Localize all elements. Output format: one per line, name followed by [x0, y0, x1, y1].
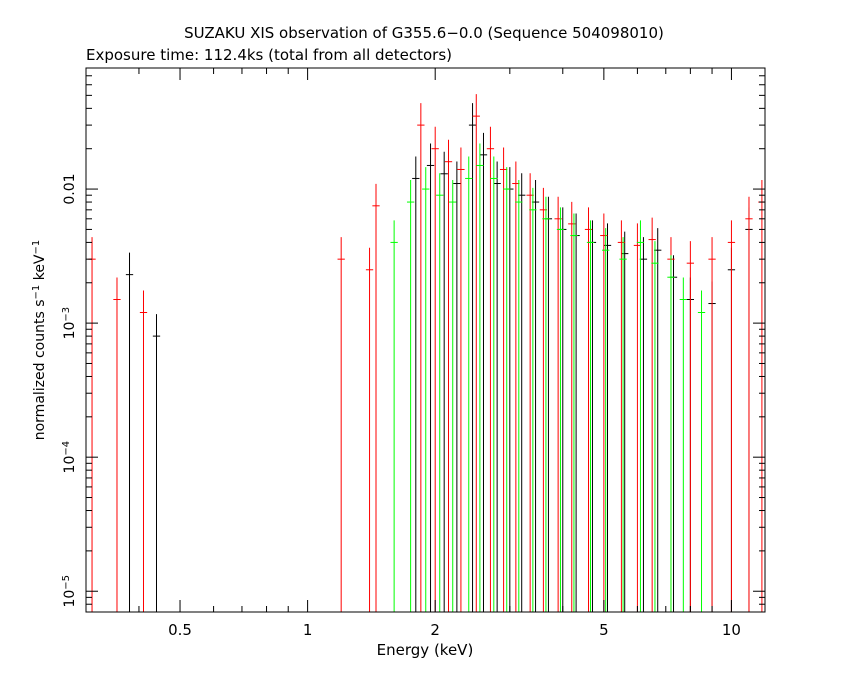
data-point [542, 196, 550, 612]
data-point [633, 223, 642, 612]
data-point [602, 228, 610, 612]
data-point [113, 277, 121, 612]
data-point [440, 151, 448, 612]
y-axis-label: normalized counts s−1 keV−1 [31, 240, 49, 441]
data-point [417, 103, 425, 612]
data-point [465, 156, 473, 612]
data-point [529, 187, 537, 612]
data-point [667, 255, 675, 612]
data-point [648, 217, 656, 612]
y-axis-label-exponent-s: −1 [31, 285, 42, 300]
y-tick-exponent: −5 [61, 575, 72, 590]
chart-title: SUZAKU XIS observation of G355.6−0.0 (Se… [184, 24, 664, 42]
data-point [337, 237, 345, 612]
y-axis-label-unit: keV [32, 254, 48, 285]
data-point [636, 220, 645, 612]
x-tick-label: 2 [430, 621, 440, 639]
data-point [758, 180, 766, 612]
data-point [708, 237, 716, 612]
data-point [603, 223, 612, 612]
data-point [152, 314, 161, 612]
data-point [556, 207, 565, 612]
data-point [499, 147, 508, 612]
data-point [88, 237, 96, 612]
data-point [422, 167, 430, 612]
x-tick-label: 10 [722, 621, 741, 639]
data-point [512, 161, 520, 612]
data-point [621, 231, 629, 612]
x-tick-label: 1 [303, 621, 313, 639]
data-point [697, 290, 706, 612]
data-point [588, 220, 597, 612]
data-point [503, 167, 511, 612]
data-point [486, 126, 495, 612]
data-point [431, 126, 439, 612]
data-point [490, 156, 498, 612]
y-tick-base: 10 [62, 322, 78, 340]
x-tick-label: 0.5 [168, 621, 192, 639]
data-point [679, 277, 687, 612]
data-point [619, 237, 627, 612]
data-point [617, 220, 626, 612]
data-point [449, 180, 457, 612]
data-point [436, 173, 444, 612]
y-tick-base: 10 [62, 590, 78, 608]
data-point [584, 207, 593, 612]
data-point [412, 156, 420, 612]
data-point [493, 161, 501, 612]
series-2 [390, 143, 706, 612]
y-tick-exponent: −3 [61, 307, 72, 322]
data-point [444, 139, 453, 612]
y-tick-label: 10−5 [61, 575, 79, 608]
plot-frame [85, 67, 766, 613]
data-point [506, 167, 514, 612]
y-tick-label: 10−3 [61, 307, 79, 340]
data-point [479, 132, 488, 612]
y-axis-label-main: normalized counts s [32, 299, 48, 440]
data-point [139, 290, 148, 612]
data-point [406, 180, 415, 612]
data-point [390, 220, 398, 612]
data-point [651, 241, 659, 612]
data-point [476, 143, 484, 612]
x-tick-label: 5 [599, 621, 609, 639]
data-point [515, 180, 523, 612]
y-tick-base: 10 [62, 456, 78, 474]
y-tick-exponent: −4 [61, 441, 72, 456]
y-axis-label-exponent-kev: −1 [31, 240, 42, 255]
data-point [472, 94, 480, 612]
data-point [600, 213, 608, 612]
data-point [365, 247, 374, 612]
data-point [125, 252, 134, 612]
y-tick-base: 0.01 [62, 173, 78, 204]
data-point [426, 143, 435, 612]
data-point [570, 213, 578, 612]
data-point [586, 220, 595, 612]
chart-subtitle: Exposure time: 112.4ks (total from all d… [86, 46, 452, 64]
y-tick-label: 10−4 [61, 441, 79, 474]
x-axis-label: Energy (keV) [377, 641, 474, 659]
data-point [372, 183, 380, 612]
data-point [639, 237, 648, 612]
data-layer [88, 94, 766, 612]
data-point [453, 161, 461, 612]
data-point [457, 147, 465, 612]
data-point [745, 196, 753, 612]
data-point [686, 241, 695, 612]
y-tick-label: 0.01 [62, 173, 78, 204]
data-point [727, 220, 736, 612]
series-1 [88, 94, 766, 612]
data-point [468, 103, 477, 612]
